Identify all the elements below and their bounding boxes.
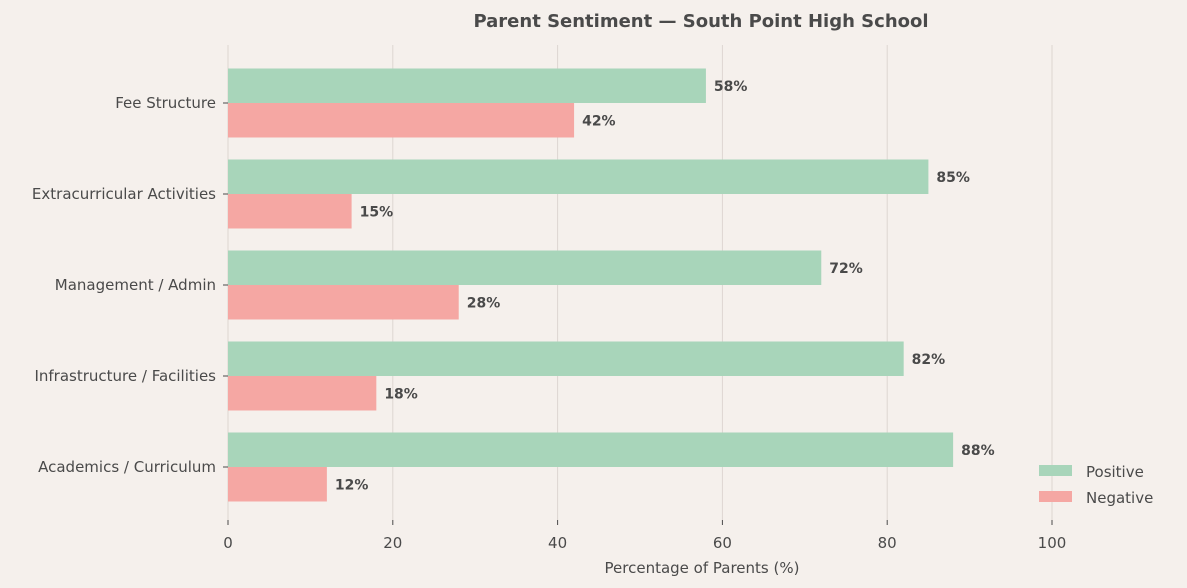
bar-positive bbox=[228, 159, 929, 194]
bar-negative bbox=[228, 103, 575, 138]
x-tick-label: 40 bbox=[548, 534, 567, 552]
chart-title: Parent Sentiment — South Point High Scho… bbox=[473, 11, 928, 32]
bar-negative bbox=[228, 285, 459, 320]
y-tick-label: Fee Structure bbox=[115, 94, 216, 112]
x-tick-label: 80 bbox=[878, 534, 897, 552]
bar-negative bbox=[228, 467, 327, 502]
data-label: 88% bbox=[961, 443, 995, 459]
data-label: 82% bbox=[912, 352, 946, 368]
x-tick-label: 60 bbox=[713, 534, 732, 552]
y-tick-label: Academics / Curriculum bbox=[38, 458, 216, 476]
x-tick-label: 20 bbox=[383, 534, 402, 552]
data-label: 72% bbox=[829, 261, 863, 277]
y-tick-label: Management / Admin bbox=[55, 276, 216, 294]
bar-negative bbox=[228, 376, 377, 411]
y-tick-label: Extracurricular Activities bbox=[32, 185, 216, 203]
data-label: 12% bbox=[335, 477, 369, 493]
y-tick-label: Infrastructure / Facilities bbox=[34, 367, 216, 385]
bar-negative bbox=[228, 194, 352, 229]
legend: Positive Negative bbox=[1039, 463, 1153, 507]
bar-positive bbox=[228, 68, 706, 103]
legend-label-positive: Positive bbox=[1086, 463, 1144, 481]
x-tick-label: 0 bbox=[223, 534, 233, 552]
data-label: 85% bbox=[936, 170, 970, 186]
x-tick-label: 100 bbox=[1038, 534, 1067, 552]
bar-positive bbox=[228, 432, 954, 467]
legend-label-negative: Negative bbox=[1086, 489, 1153, 507]
data-label: 18% bbox=[384, 386, 418, 402]
legend-swatch-negative bbox=[1039, 491, 1072, 502]
data-label: 58% bbox=[714, 79, 748, 95]
data-label: 42% bbox=[582, 113, 616, 129]
data-label: 28% bbox=[467, 295, 501, 311]
x-axis-label: Percentage of Parents (%) bbox=[605, 559, 800, 577]
data-label: 15% bbox=[360, 204, 394, 220]
bar-positive bbox=[228, 250, 822, 285]
legend-swatch-positive bbox=[1039, 465, 1072, 476]
bar-positive bbox=[228, 341, 904, 376]
